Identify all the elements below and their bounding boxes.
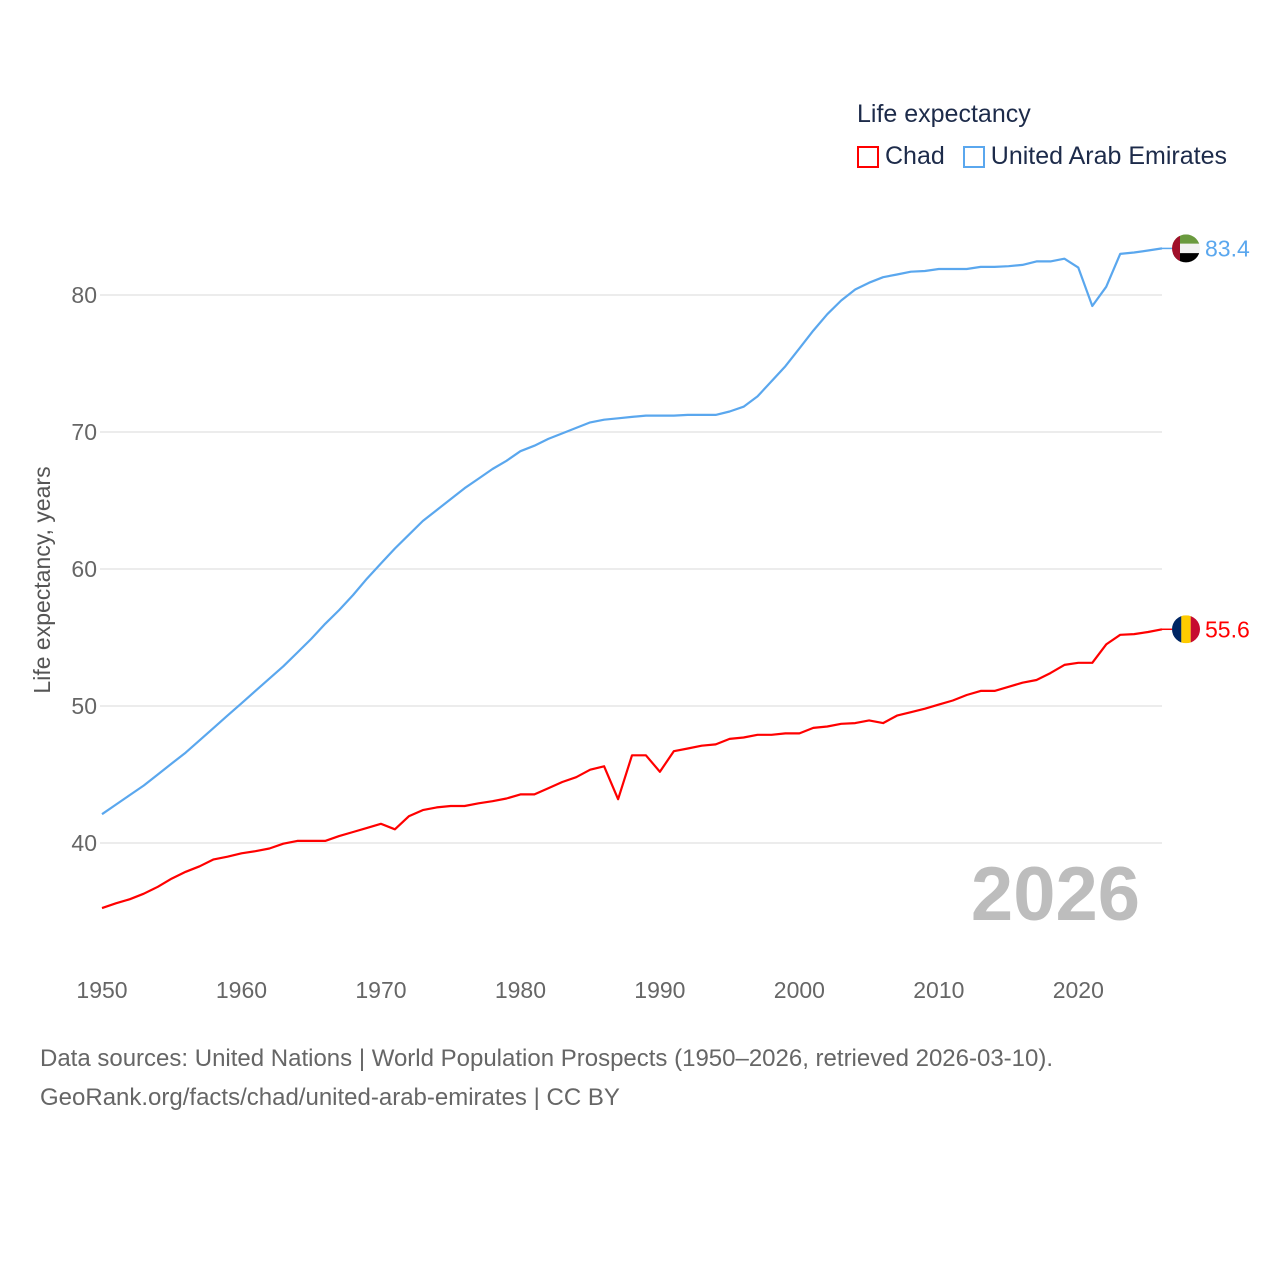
- y-axis-label: Life expectancy, years: [29, 466, 55, 693]
- legend-item-uae[interactable]: United Arab Emirates: [962, 142, 1227, 171]
- y-tick-label: 50: [71, 693, 97, 719]
- uae-flag-icon: [1172, 234, 1200, 263]
- x-tick-label: 1970: [355, 977, 406, 1003]
- end-value-label: 83.4: [1205, 235, 1250, 261]
- legend-item-chad[interactable]: Chad: [857, 142, 945, 171]
- x-axis-ticks: 1950 1960 1970 1980 1990 2000 2010 2020: [76, 977, 1103, 1003]
- end-labels: 55.6 83.4: [1162, 234, 1250, 644]
- year-watermark: 2026: [971, 852, 1140, 937]
- x-tick-label: 1950: [76, 977, 127, 1003]
- y-tick-label: 40: [71, 830, 97, 856]
- y-tick-label: 60: [71, 556, 97, 582]
- legend-label-uae: United Arab Emirates: [990, 142, 1227, 170]
- x-tick-label: 2020: [1053, 977, 1104, 1003]
- legend: Chad United Arab Emirates: [857, 142, 1245, 171]
- legend-swatch-chad: [857, 145, 879, 168]
- chad-flag-icon: [1172, 615, 1200, 644]
- end-value-label: 55.6: [1205, 616, 1250, 642]
- y-axis-ticks: 40 50 60 70 80: [71, 282, 97, 856]
- footer-link[interactable]: GeoRank.org/facts/chad/united-arab-emira…: [40, 1084, 620, 1111]
- x-tick-label: 1980: [495, 977, 546, 1003]
- legend-label-chad: Chad: [885, 142, 945, 170]
- series-lines: [101, 247, 1163, 910]
- x-tick-label: 1990: [634, 977, 685, 1003]
- gridlines: [100, 294, 1162, 844]
- series-line-uae: [101, 247, 1163, 816]
- y-tick-label: 80: [71, 282, 97, 308]
- x-tick-label: 2010: [913, 977, 964, 1003]
- legend-swatch-uae: [962, 145, 985, 168]
- x-tick-label: 1960: [216, 977, 267, 1003]
- x-tick-label: 2000: [774, 977, 825, 1003]
- legend-title: Life expectancy: [857, 100, 1031, 128]
- footer-sources: Data sources: United Nations | World Pop…: [40, 1045, 1054, 1072]
- y-tick-label: 70: [71, 419, 97, 445]
- series-line-chad: [101, 628, 1163, 910]
